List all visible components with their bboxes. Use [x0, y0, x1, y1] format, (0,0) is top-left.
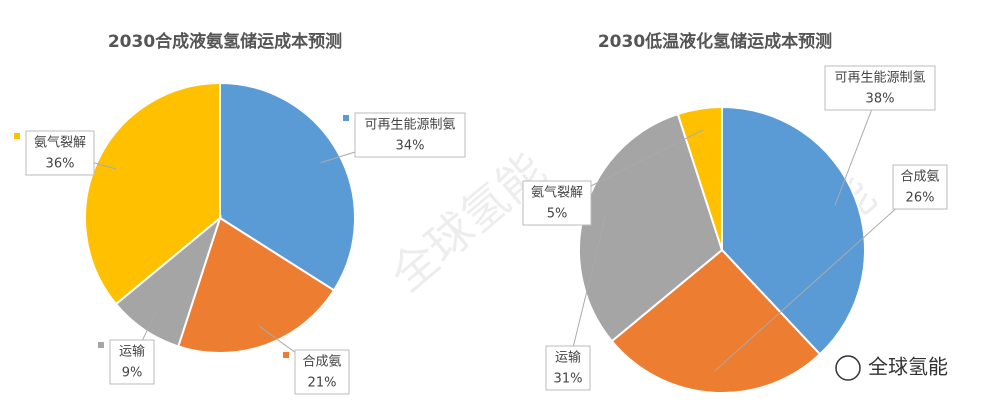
pie-slice [84, 81, 221, 306]
label-key [14, 133, 20, 139]
label-value: 26% [906, 191, 935, 206]
brand-icon [835, 355, 861, 381]
label-key [343, 115, 349, 121]
label-value: 34% [396, 139, 425, 154]
chart-title: 2030低温液化氢储运成本预测 [598, 31, 832, 52]
brand: 全球氢能 [868, 355, 948, 379]
label-box [522, 180, 592, 226]
pie-slice [676, 105, 723, 251]
label-name: 氨气裂解 [34, 135, 86, 151]
pie-slice [721, 105, 866, 356]
label-box [354, 112, 466, 158]
label-name: 可再生能源制氨 [364, 118, 455, 133]
label-name: 合成氨 [900, 170, 939, 185]
label-value: 36% [46, 157, 75, 172]
label-name: 可再生能源制氢 [834, 71, 925, 86]
label-value: 38% [866, 92, 895, 107]
label-name: 氨气裂解 [531, 185, 583, 201]
chart-title: 2030合成液氨氢储运成本预测 [108, 31, 342, 52]
pie-slice [610, 248, 822, 394]
label-name: 运输 [119, 344, 145, 360]
label-box [109, 339, 155, 385]
label-value: 21% [308, 376, 337, 391]
label-value: 5% [547, 207, 568, 222]
label-box [824, 65, 936, 111]
label-value: 31% [554, 372, 583, 387]
label-key [98, 342, 104, 348]
label-key [283, 352, 289, 358]
label-box [892, 164, 948, 210]
label-name: 运输 [555, 350, 581, 366]
label-name: 合成氨 [302, 355, 341, 370]
label-value: 9% [122, 366, 143, 381]
pie-slice [177, 216, 336, 354]
label-box [545, 345, 591, 391]
label-box [294, 349, 350, 395]
leader-line [714, 186, 921, 372]
leader-line [567, 215, 606, 369]
label-box [25, 130, 95, 176]
